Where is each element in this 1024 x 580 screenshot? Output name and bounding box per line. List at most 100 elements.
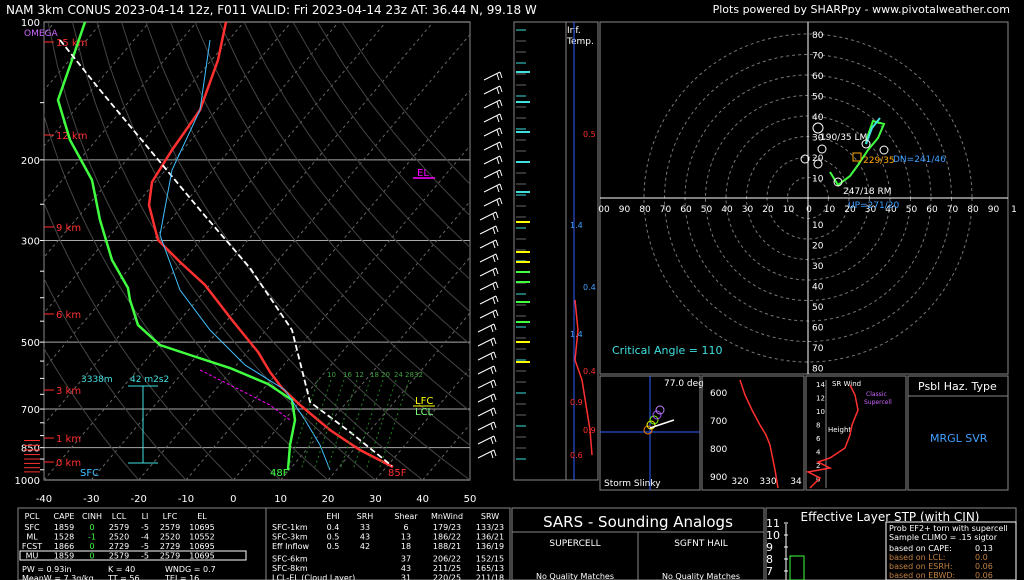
hodo-x-label: 10 xyxy=(824,205,836,215)
kin-cell: Eff Inflow xyxy=(272,542,309,551)
wndg-value: WNDG = 0.7 xyxy=(165,565,216,574)
mixing-ratio-label: 10 xyxy=(327,371,336,379)
storm-slinky-panel: 77.0 deg Storm Slinky xyxy=(599,375,704,491)
parcel-cell: 10695 xyxy=(189,542,214,551)
dry-adiabat xyxy=(120,22,470,480)
kin-cell: 186/22 xyxy=(433,533,461,542)
parcel-cell: MU xyxy=(26,552,39,561)
stp-prob-line2: Sample CLIMO = .15 sigtor xyxy=(889,533,998,542)
mixing-ratio-label: 32 xyxy=(414,371,423,379)
srwind-y-tick: 14 xyxy=(816,381,825,389)
theta-x-tick: 320 xyxy=(731,477,748,487)
hodo-point xyxy=(817,144,827,154)
inflow-value: 0.5 xyxy=(583,130,596,139)
inflow-panel: Inf. Temp. 0.51.40.41.40.40.90.90.6 xyxy=(513,21,599,481)
theta-panel: 600 700 800 900 320 330 34 xyxy=(701,375,805,491)
parcel-cell: FCST xyxy=(22,542,42,551)
hodo-x-label: 00 xyxy=(598,205,610,215)
hodo-x-label: 80 xyxy=(639,205,651,215)
parcel-cell: 10695 xyxy=(189,523,214,532)
parcel-header: PCL xyxy=(25,512,40,521)
wind-barb xyxy=(477,393,497,403)
wind-barb xyxy=(479,239,499,249)
stp-row-label: based on LCL: xyxy=(889,553,945,562)
isotherm xyxy=(422,423,470,480)
srwind-y-tick: 2 xyxy=(816,462,820,470)
hodograph-panel: 00 90 80 70 60 50 40 30 20 10 0 10 20 30 40 50 60 70 80 90 1… xyxy=(598,21,1017,375)
pw-value: PW = 0.93in xyxy=(22,565,72,574)
sars-title: SARS - Sounding Analogs xyxy=(543,513,733,531)
kin-header: EHI xyxy=(326,512,339,521)
hodo-x-label: 20 xyxy=(844,205,856,215)
inflow-value: 0.9 xyxy=(570,398,583,407)
theta-x-tick: 34 xyxy=(790,477,802,487)
parcel-cell: 2520 xyxy=(109,533,129,542)
temp-tick-label: 40 xyxy=(416,494,429,505)
hodo-x-label: 60 xyxy=(926,205,938,215)
wind-barb xyxy=(483,169,503,179)
dry-adiabat xyxy=(169,22,470,412)
hodo-x-label: 90 xyxy=(619,205,631,215)
srwind-profile xyxy=(805,384,859,489)
sars-frame xyxy=(511,507,765,580)
kin-cell: 133/23 xyxy=(476,523,504,532)
theta-y-tick: 800 xyxy=(710,445,727,455)
dry-adiabat xyxy=(317,22,470,217)
hodo-x-label: 60 xyxy=(680,205,692,215)
kin-header: SRW xyxy=(481,512,499,521)
hodo-y-label: 30 xyxy=(812,134,824,144)
inflow-value: 0.9 xyxy=(583,426,596,435)
wind-barb xyxy=(483,127,503,137)
critical-angle: Critical Angle = 110 xyxy=(612,344,722,357)
kin-cell: 152/15 xyxy=(476,555,504,564)
wind-barb xyxy=(479,225,499,235)
hodo-y-label: 20 xyxy=(812,154,824,164)
meanw-value: MeanW = 7.3g/kg xyxy=(22,574,94,580)
inflow-temp-profile xyxy=(574,299,593,456)
wind-barb xyxy=(477,449,497,459)
hodo-y-label: 60 xyxy=(812,72,824,82)
stp-row-value: 0.0 xyxy=(975,553,988,562)
hodo-y-label: 80 xyxy=(812,31,824,41)
stp-title: Effective Layer STP (with CIN) xyxy=(801,510,980,524)
parcel-cell: 2579 xyxy=(109,523,129,532)
temp-tick-label: -20 xyxy=(130,494,146,505)
temperature-profile xyxy=(147,21,394,469)
tei-value: TEI = 16 xyxy=(164,574,199,580)
height-label: 0 km xyxy=(56,458,81,469)
pressure-label-1000: 1000 xyxy=(15,476,40,487)
parcel-cell: 2579 xyxy=(160,523,180,532)
wind-barb xyxy=(479,309,499,319)
tt-value: TT = 56 xyxy=(107,574,140,580)
hodo-x-label: 40 xyxy=(885,205,897,215)
hodo-y-label: 40 xyxy=(812,113,824,123)
wind-barb xyxy=(479,281,499,291)
mixing-ratio-label: 18 xyxy=(370,371,379,379)
hodo-y-label: 50 xyxy=(812,93,824,103)
stp-y-tick: 7 xyxy=(766,565,773,578)
kin-cell: 6 xyxy=(403,523,408,532)
header-credit: Plots powered by SHARPpy - www.pivotalwe… xyxy=(712,3,1010,16)
sars-supercell: SUPERCELL xyxy=(549,539,600,549)
sars-hail-result: No Quality Matches xyxy=(662,572,740,580)
hodo-x-label: 10 xyxy=(783,205,795,215)
parcel-cell: 1859 xyxy=(54,523,74,532)
dry-adiabat xyxy=(243,22,470,313)
temp-tick-label: 0 xyxy=(230,494,236,505)
wind-barb xyxy=(483,99,503,109)
hodo-x-label: 90 xyxy=(988,205,1000,215)
dry-adiabat xyxy=(44,277,187,480)
wetbulb-profile xyxy=(159,39,331,471)
stp-row-value: 0.06 xyxy=(975,571,993,580)
hodo-x-label: 1 xyxy=(1011,205,1017,215)
isotherm xyxy=(280,256,470,480)
sars-hail: SGFNT HAIL xyxy=(674,539,728,549)
pressure-label-300: 300 xyxy=(21,237,40,248)
wind-barb xyxy=(479,295,499,305)
hodo-x-label: 40 xyxy=(721,205,733,215)
stp-row-value: 0.06 xyxy=(975,562,993,571)
stp-row-label: based on CAPE: xyxy=(889,544,952,553)
wind-barb xyxy=(483,71,503,81)
wind-barb xyxy=(477,351,497,361)
wind-barb xyxy=(479,267,499,277)
